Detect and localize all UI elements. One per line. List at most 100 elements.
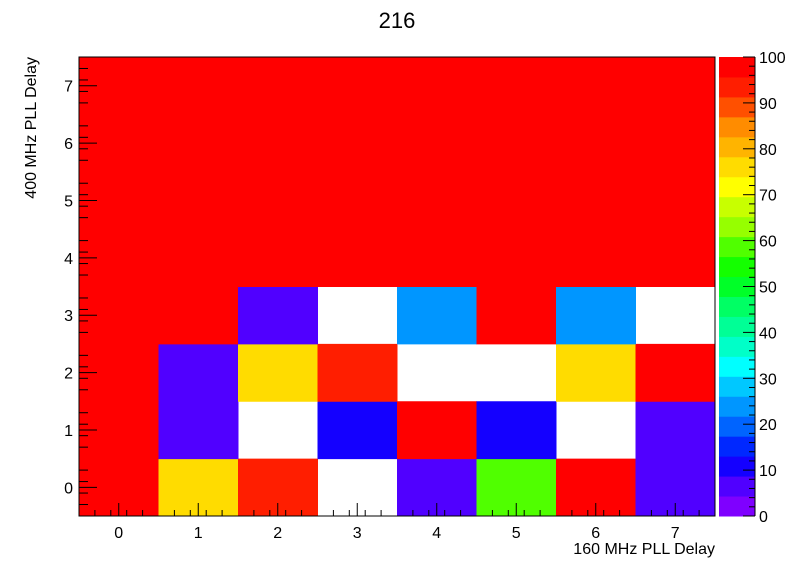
x-axis-label: 160 MHz PLL Delay: [573, 541, 715, 558]
colorbar-segment: [719, 276, 755, 297]
y-tick-label: 6: [64, 136, 73, 153]
heatmap-cell: [635, 57, 716, 115]
x-tick-label: 1: [194, 525, 203, 542]
colorbar-segment: [719, 296, 755, 317]
heatmap-cell: [556, 114, 636, 173]
x-tick-label: 4: [432, 525, 441, 542]
heatmap-cell: [317, 343, 398, 402]
heatmap-cell: [317, 401, 398, 460]
colorbar-segment: [719, 356, 755, 377]
heatmap-cell: [476, 401, 557, 460]
colorbar-segment: [719, 376, 755, 397]
color-scale-bar: 0 10 20 30 40 50 60 70 80 90 100: [719, 50, 786, 526]
heatmap-cell: [238, 171, 318, 230]
colorbar-tick-label: 20: [759, 417, 777, 434]
heatmap-cell: [556, 343, 636, 402]
colorbar-segment: [719, 476, 755, 497]
colorbar-segment: [719, 196, 755, 218]
heatmap-cell: [238, 343, 318, 402]
colorbar-tick-label: 60: [759, 234, 777, 251]
x-tick-label: 6: [591, 525, 600, 542]
colorbar-segment: [719, 336, 755, 357]
y-tick-label: 2: [64, 366, 73, 383]
heatmap-cell: [158, 57, 239, 115]
heatmap-cell: [238, 229, 318, 287]
heatmap-cell: [317, 114, 398, 173]
colorbar-segment: [719, 316, 755, 337]
heatmap-cell: [476, 57, 557, 115]
colorbar-tick-label: 30: [759, 371, 777, 388]
colorbar-segment: [719, 76, 755, 98]
x-tick-label: 3: [353, 525, 362, 542]
heatmap-cell: [397, 229, 477, 287]
y-tick-label: 7: [64, 79, 73, 96]
heatmap-cell: [238, 57, 318, 115]
heatmap-cell: [556, 57, 636, 115]
colorbar-tick-label: 50: [759, 280, 777, 297]
colorbar-segment: [719, 416, 755, 437]
heatmap-cell: [476, 171, 557, 230]
heatmap-cells: [79, 57, 716, 517]
x-tick-label: 2: [273, 525, 282, 542]
colorbar-segment: [719, 136, 755, 158]
y-axis-label: 400 MHz PLL Delay: [23, 57, 40, 199]
heatmap-cell: [238, 114, 318, 173]
heatmap-cell: [476, 286, 557, 345]
heatmap-cell: [635, 229, 716, 287]
x-tick-label: 7: [671, 525, 680, 542]
x-axis: 0 1 2 3 4 5 6 7: [94, 503, 700, 542]
heatmap-cell: [238, 286, 318, 345]
y-tick-label: 4: [64, 251, 73, 268]
heatmap-cell: [556, 229, 636, 287]
colorbar-segment: [719, 156, 755, 178]
y-axis: 0 1 2 3 4 5 6 7: [64, 67, 97, 506]
heatmap-cell: [397, 57, 477, 115]
y-tick-label: 3: [64, 308, 73, 325]
colorbar-segment: [719, 256, 755, 278]
heatmap-cell: [397, 171, 477, 230]
colorbar-segment: [719, 57, 755, 78]
heatmap-cell: [397, 114, 477, 173]
heatmap-cell: [476, 229, 557, 287]
colorbar-segment: [719, 116, 755, 138]
chart-title: 216: [379, 8, 416, 33]
y-tick-label: 0: [64, 480, 73, 497]
colorbar-segment: [719, 236, 755, 258]
colorbar-tick-label: 100: [759, 50, 786, 67]
heatmap-cell: [158, 343, 239, 402]
colorbar-segment: [719, 496, 755, 517]
colorbar-segment: [719, 96, 755, 118]
colorbar-segment: [719, 436, 755, 457]
heatmap-cell: [317, 229, 398, 287]
heatmap-cell: [635, 401, 716, 460]
heatmap-cell: [317, 57, 398, 115]
heatmap-cell: [556, 171, 636, 230]
heatmap-cell: [397, 401, 477, 460]
y-tick-label: 1: [64, 423, 73, 440]
colorbar-segment: [719, 456, 755, 477]
colorbar-segment: [719, 176, 755, 198]
colorbar-segment: [719, 396, 755, 417]
heatmap-cell: [635, 171, 716, 230]
heatmap-cell: [317, 171, 398, 230]
y-tick-label: 5: [64, 193, 73, 210]
colorbar-tick-label: 10: [759, 463, 777, 480]
heatmap-cell: [158, 229, 239, 287]
colorbar-tick-label: 90: [759, 96, 777, 113]
colorbar-segment: [719, 216, 755, 238]
heatmap-cell: [476, 114, 557, 173]
heatmap-cell: [158, 286, 239, 345]
colorbar-tick-label: 40: [759, 325, 777, 342]
heatmap-cell: [397, 286, 477, 345]
colorbar-tick-label: 0: [759, 509, 768, 526]
colorbar-tick-label: 80: [759, 142, 777, 159]
x-tick-label: 0: [114, 525, 123, 542]
heatmap-cell: [158, 114, 239, 173]
heatmap-cell: [635, 114, 716, 173]
x-tick-label: 5: [512, 525, 521, 542]
heatmap-cell: [158, 401, 239, 460]
heatmap-cell: [556, 286, 636, 345]
colorbar-tick-label: 70: [759, 188, 777, 205]
